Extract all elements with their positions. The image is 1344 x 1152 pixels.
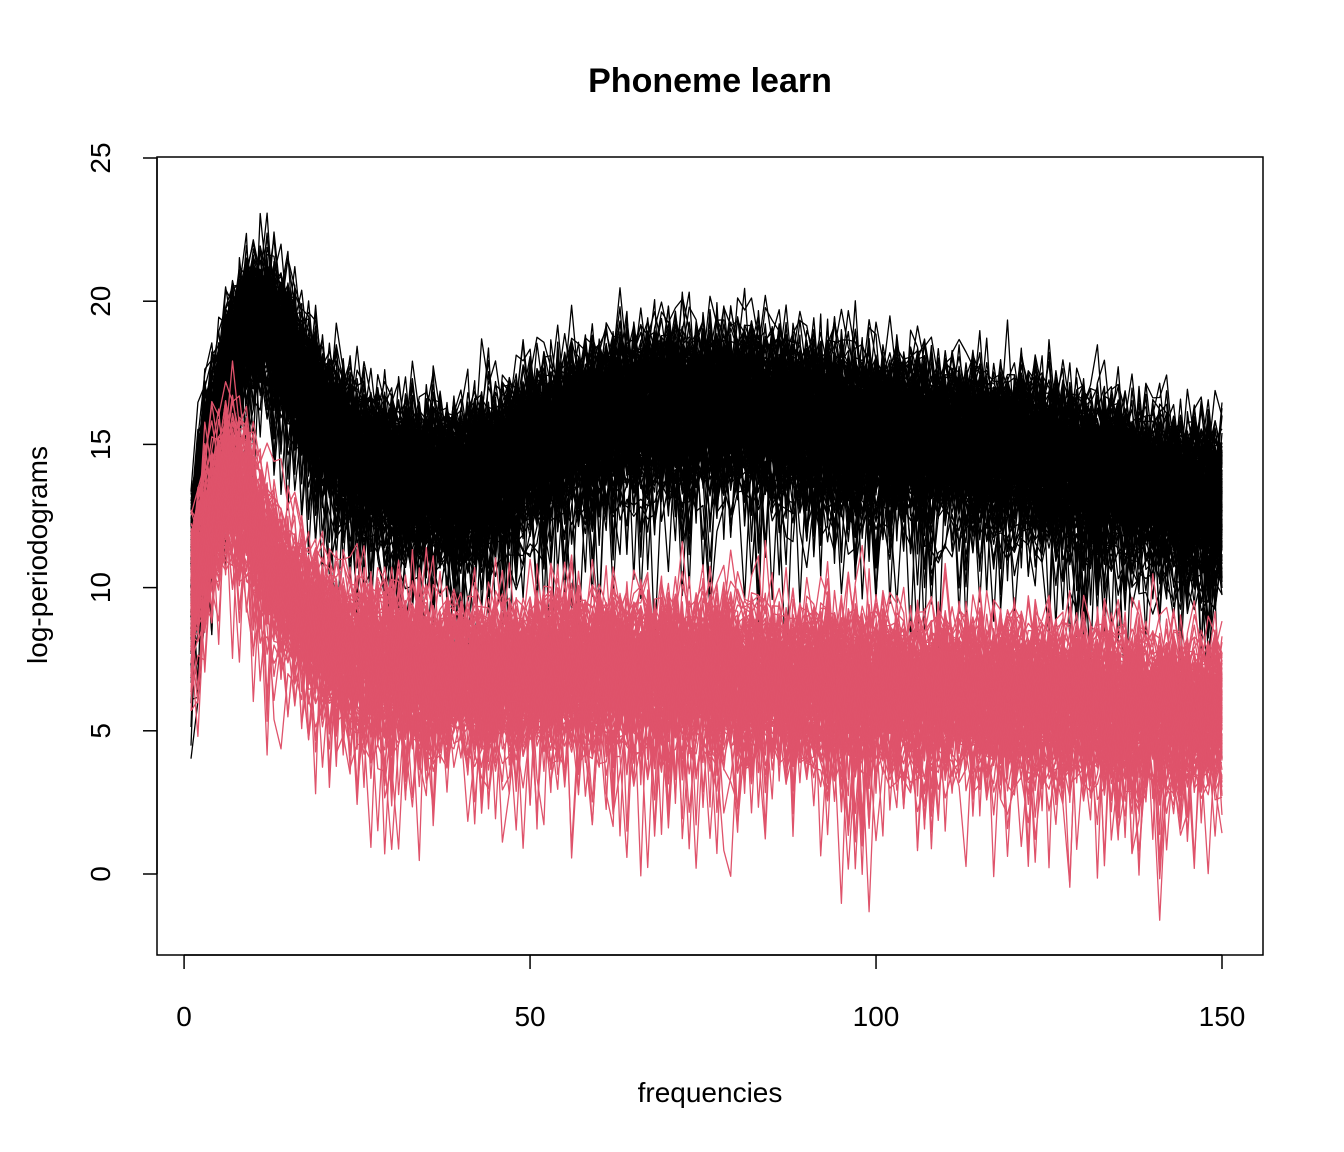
chart-title: Phoneme learn [588,62,832,100]
series-curve [190,400,1223,777]
series-curve [190,280,1223,630]
series-curve [190,435,1223,855]
series-curve [190,272,1223,593]
x-axis: 0 50 100 150 [176,954,1246,1032]
curves-layer [190,212,1223,921]
series-curve [190,297,1223,635]
y-tick-label: 5 [85,723,116,739]
class-curves [190,360,1223,921]
x-axis-label: frequencies [638,1077,783,1108]
series-curve [190,478,1223,793]
series-curve [190,492,1223,827]
y-axis-label: log-periodograms [22,446,53,664]
series-curve [190,505,1223,849]
x-tick-label: 50 [514,1001,545,1032]
y-axis: 0 5 10 15 20 25 [85,142,158,882]
y-tick-label: 0 [85,866,116,882]
series-curve [190,489,1223,870]
series-curve [190,432,1223,812]
y-tick-label: 10 [85,572,116,603]
y-tick-label: 20 [85,286,116,317]
series-curve [190,476,1223,796]
series-curve [190,282,1223,624]
series-curve [190,281,1223,583]
x-tick-label: 100 [853,1001,900,1032]
y-tick-label: 25 [85,142,116,173]
series-curve [190,350,1223,672]
series-curve [190,265,1223,617]
x-tick-label: 0 [176,1001,192,1032]
x-tick-label: 150 [1199,1001,1246,1032]
class-curves [190,212,1223,759]
y-tick-label: 15 [85,429,116,460]
series-curve [190,282,1223,587]
